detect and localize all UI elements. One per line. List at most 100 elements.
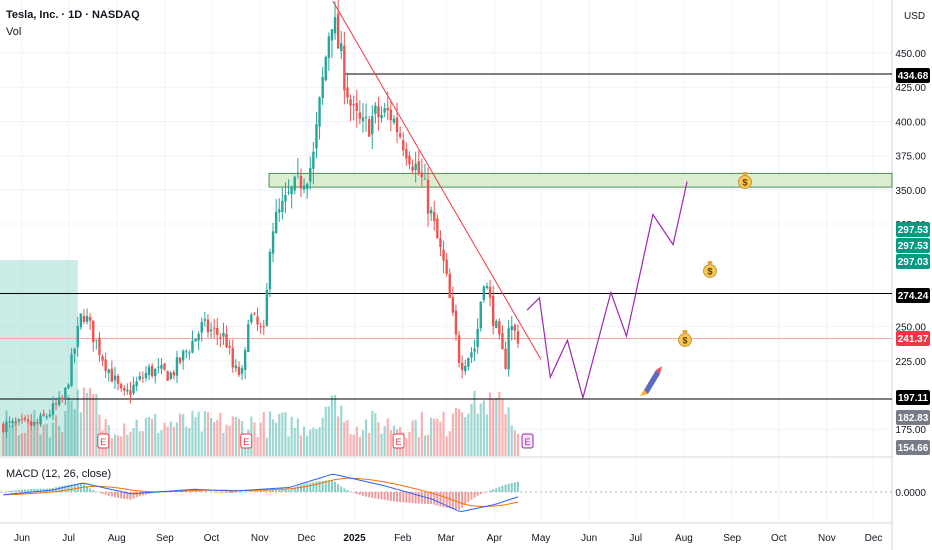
earnings-badge[interactable] <box>521 433 534 449</box>
volume-bar <box>216 419 219 456</box>
macd-histogram-bar <box>247 491 250 492</box>
candle-body <box>256 316 259 325</box>
money-bag-icon: $ <box>678 330 692 347</box>
earnings-marker[interactable]: E <box>392 433 405 449</box>
macd-histogram-bar <box>86 486 89 492</box>
macd-signal-line <box>3 477 519 507</box>
candle-body <box>113 375 117 381</box>
macd-histogram-bar <box>126 492 129 500</box>
symbol-title[interactable]: Tesla, Inc. · 1D · NASDAQ <box>6 9 140 21</box>
macd-histogram-bar <box>203 491 206 492</box>
earnings-badge[interactable] <box>240 433 253 449</box>
trendline[interactable] <box>332 0 542 360</box>
price-label-badge <box>896 254 930 269</box>
volume-bar <box>67 395 70 456</box>
price-label-badge <box>896 390 930 405</box>
candle-body <box>327 36 331 59</box>
volume-bar <box>160 430 163 456</box>
macd-histogram-bar <box>476 492 479 496</box>
candle-body <box>417 161 420 174</box>
candle-body <box>380 114 383 119</box>
macd-histogram-bar <box>284 489 287 492</box>
annotation-icons: $ $ $ <box>640 172 752 396</box>
macd-histogram-bar <box>268 489 271 492</box>
macd-histogram-bar <box>104 492 107 495</box>
earnings-marker[interactable]: E <box>97 433 110 449</box>
time-axis[interactable]: Jun Jul Aug Sep Oct Nov Dec 2025 Feb Mar Apr May Jun… <box>14 533 882 544</box>
volume-bar <box>178 413 182 456</box>
macd-histogram-bar <box>498 486 501 492</box>
candle-body <box>510 326 513 331</box>
candle-body <box>216 327 219 335</box>
candle-body <box>166 371 169 381</box>
macd-histogram-bar <box>306 483 309 492</box>
earnings-letter: E <box>396 437 402 447</box>
earnings-marker[interactable]: E <box>240 433 253 449</box>
time-tick-label: Jun <box>581 533 597 544</box>
macd-histogram-bar <box>327 480 330 492</box>
macd-histogram-bar <box>2 492 5 493</box>
volume-bar <box>135 419 138 456</box>
earnings-badge[interactable] <box>392 433 405 449</box>
candle-body <box>203 319 207 321</box>
volume-bar <box>361 430 365 456</box>
candle-body <box>85 315 89 322</box>
volume-bar <box>89 388 92 456</box>
volume-bar <box>182 414 185 456</box>
earnings-marker[interactable]: E <box>521 433 534 449</box>
volume-bar <box>352 434 355 456</box>
macd-line <box>3 473 519 512</box>
candle-body <box>98 337 101 356</box>
candle-body <box>17 419 21 422</box>
candle-body <box>402 140 405 151</box>
candle-body <box>197 333 200 341</box>
earnings-badge[interactable] <box>97 433 110 449</box>
volume-bar <box>209 418 213 456</box>
candlestick-series[interactable] <box>2 0 520 438</box>
candle-body <box>200 322 203 333</box>
candle-body <box>296 172 300 175</box>
volume-label[interactable]: Vol <box>6 26 22 38</box>
volume-bar <box>408 431 411 456</box>
volume-bar <box>234 417 237 456</box>
candle-body <box>454 310 458 335</box>
projection-path[interactable] <box>526 181 688 401</box>
volume-bar <box>386 418 389 456</box>
money-bag-tie <box>707 261 713 264</box>
macd-histogram-bar <box>436 492 439 506</box>
candle-body <box>436 218 439 239</box>
macd-histogram-bar <box>67 484 70 492</box>
macd-histogram-bar <box>17 489 20 492</box>
macd-histogram-bar <box>141 492 144 496</box>
resistance-zone[interactable] <box>268 172 893 188</box>
macd-histogram-bar <box>396 492 399 502</box>
macd-histogram-bar <box>228 492 231 494</box>
earnings-letter: E <box>100 437 106 447</box>
macd-histogram-bar <box>206 491 209 493</box>
macd-histogram-bar <box>445 492 448 508</box>
price-axis[interactable]: 450.00425.00400.00375.00350.00325.00250.… <box>895 49 930 499</box>
macd-histogram-bar <box>380 492 383 500</box>
volume-bar <box>312 427 315 456</box>
volume-bar <box>14 419 17 456</box>
macd-label[interactable]: MACD (12, 26, close) <box>6 468 112 480</box>
candle-body <box>479 301 482 329</box>
candle-body <box>67 384 70 389</box>
macd-histogram-bar <box>8 491 11 492</box>
candle-body <box>73 348 76 355</box>
candle-body <box>172 371 176 376</box>
candle-body <box>371 116 374 135</box>
volume-bar <box>411 420 414 456</box>
candle-body <box>374 105 377 114</box>
macd-histogram-bar <box>222 492 225 493</box>
macd-histogram-bar <box>107 492 110 496</box>
candle-body <box>281 201 284 213</box>
candle-body <box>495 321 498 328</box>
candle-body <box>408 155 411 165</box>
macd-histogram-bar <box>281 489 284 492</box>
candle-body <box>76 326 79 348</box>
candle-body <box>194 338 197 342</box>
candle-body <box>61 397 64 400</box>
